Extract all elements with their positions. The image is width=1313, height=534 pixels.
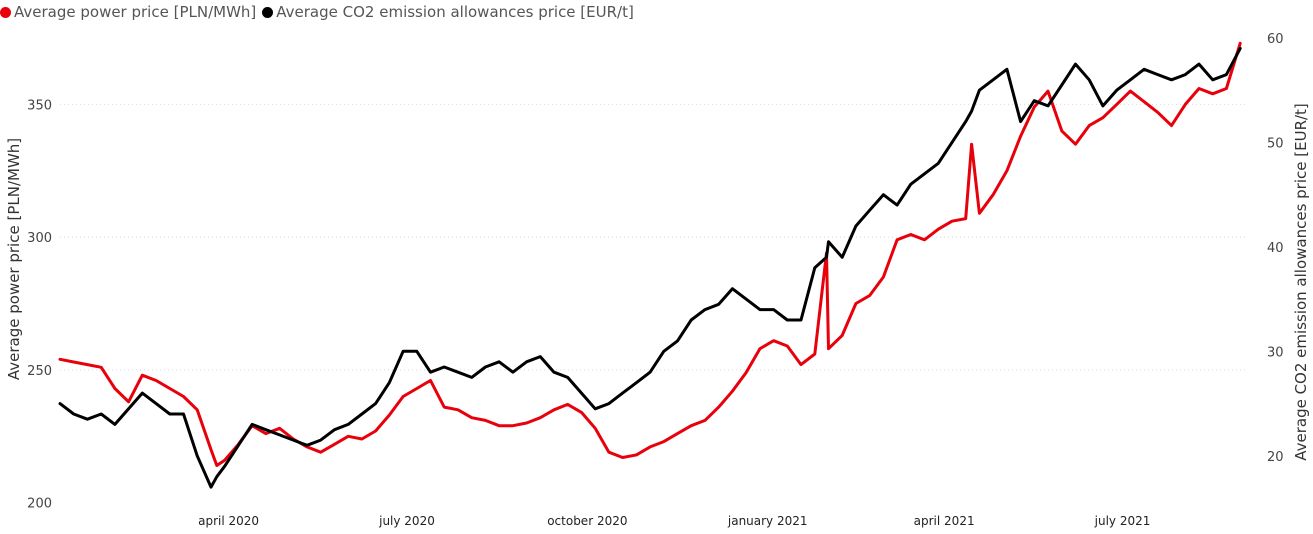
legend-swatch-black	[262, 6, 274, 18]
x-axis: april 2020 july 2020 october 2020 january 2…	[198, 514, 1150, 528]
left-y-axis: 200 250 300 350	[27, 98, 52, 511]
right-y-tick-label: 60	[1267, 32, 1284, 47]
series-lines	[58, 41, 1242, 489]
x-tick-label: april 2021	[914, 514, 975, 528]
left-y-tick-label: 250	[27, 364, 52, 379]
left-y-tick-label: 300	[27, 231, 52, 246]
right-y-tick-label: 30	[1267, 345, 1284, 360]
right-axis-title: Average CO2 emission allowances price [E…	[1292, 103, 1310, 461]
legend-label-power-price: Average power price [PLN/MWh]	[14, 3, 257, 21]
series-line-power-price[interactable]	[58, 41, 1242, 467]
chart-legend: Average power price [PLN/MWh] Average CO…	[0, 2, 640, 22]
x-tick-label: april 2020	[198, 514, 259, 528]
left-y-tick-label: 350	[27, 98, 52, 113]
right-y-tick-label: 20	[1267, 450, 1284, 465]
right-y-tick-label: 40	[1267, 241, 1284, 256]
left-axis-title: Average power price [PLN/MWh]	[5, 138, 23, 380]
x-tick-label: july 2020	[378, 514, 435, 528]
series-line-co2-price[interactable]	[58, 46, 1242, 489]
x-tick-label: january 2021	[727, 514, 808, 528]
right-y-axis: 20 30 40 50 60	[1267, 32, 1284, 465]
legend-item-co2-price[interactable]: Average CO2 emission allowances price [E…	[262, 3, 634, 21]
right-y-tick-label: 50	[1267, 136, 1284, 151]
x-tick-label: october 2020	[547, 514, 627, 528]
gridlines	[60, 103, 1248, 371]
legend-swatch-red	[0, 6, 11, 18]
legend-label-co2-price: Average CO2 emission allowances price [E…	[276, 3, 634, 21]
x-tick-label: july 2021	[1094, 514, 1151, 528]
legend-item-power-price[interactable]: Average power price [PLN/MWh]	[0, 3, 256, 21]
left-y-tick-label: 200	[27, 497, 52, 512]
